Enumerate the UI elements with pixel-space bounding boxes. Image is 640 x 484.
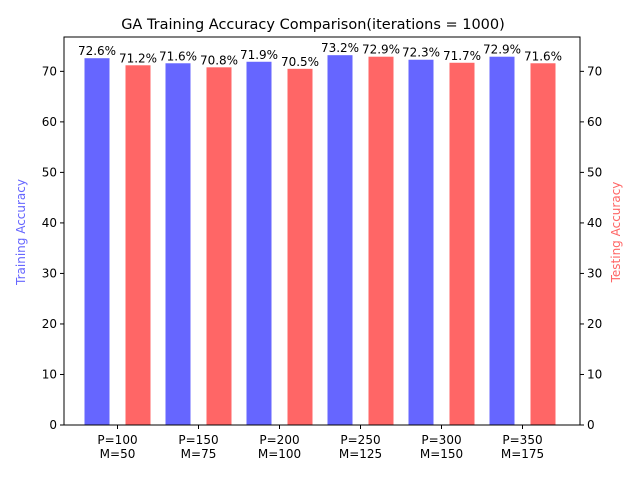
x-tick-label-3: P=250 M=125 <box>339 433 382 461</box>
training-bar-2 <box>246 61 272 425</box>
training-bar-4 <box>408 59 434 425</box>
testing-bar-2 <box>287 68 313 425</box>
testing-bar-4 <box>449 62 475 425</box>
y-tick-label-right-7: 70 <box>587 64 602 78</box>
y-axis-label-left: Training Accuracy <box>14 179 28 286</box>
plot-frame <box>63 36 581 426</box>
axes-layer: P=100 M=50 P=150 M=75 P=200 M=100 P=250 M=125 P=… <box>42 36 602 461</box>
testing-value-label-1: 70.8% <box>200 53 238 67</box>
training-bar-5 <box>489 56 515 425</box>
testing-value-label-3: 72.9% <box>362 43 400 57</box>
training-bar-1 <box>165 63 191 425</box>
y-tick-label-right-6: 60 <box>587 115 602 129</box>
y-tick-label-left-3: 30 <box>42 266 57 280</box>
training-bar-0 <box>84 58 110 425</box>
training-value-label-5: 72.9% <box>483 43 521 57</box>
y-tick-label-right-4: 40 <box>587 216 602 230</box>
y-tick-label-right-2: 20 <box>587 317 602 331</box>
training-value-label-3: 73.2% <box>321 41 359 55</box>
training-value-label-4: 72.3% <box>402 46 440 60</box>
chart-title: GA Training Accuracy Comparison(iteratio… <box>121 17 505 33</box>
y-tick-label-left-0: 0 <box>49 418 57 432</box>
training-bar-3 <box>327 55 353 425</box>
training-value-label-1: 71.6% <box>159 49 197 63</box>
training-value-label-2: 71.9% <box>240 48 278 62</box>
testing-value-label-4: 71.7% <box>443 49 481 63</box>
y-tick-label-left-5: 50 <box>42 165 57 179</box>
y-tick-label-left-2: 20 <box>42 317 57 331</box>
x-tick-label-0: P=100 M=50 <box>97 433 137 461</box>
x-tick-label-2: P=200 M=100 <box>258 433 301 461</box>
y-tick-label-right-1: 10 <box>587 367 602 381</box>
y-tick-label-left-7: 70 <box>42 64 57 78</box>
y-tick-label-left-1: 10 <box>42 367 57 381</box>
testing-value-label-0: 71.2% <box>119 51 157 65</box>
y-tick-label-left-4: 40 <box>42 216 57 230</box>
testing-value-label-5: 71.6% <box>524 49 562 63</box>
y-tick-label-right-3: 30 <box>587 266 602 280</box>
y-tick-label-left-6: 60 <box>42 115 57 129</box>
y-tick-label-right-0: 0 <box>587 418 595 432</box>
testing-bar-3 <box>368 56 394 425</box>
data-labels-layer: 72.6%71.2% 71.6% 70.8% 71.9%70.5%73.2% 72.9%… <box>78 41 562 69</box>
x-tick-label-4: P=300 M=150 <box>420 433 463 461</box>
testing-bar-0 <box>125 65 151 426</box>
y-axis-label-right: Testing Accuracy <box>609 182 623 284</box>
x-tick-label-5: P=350 M=175 <box>501 433 544 461</box>
bars-layer <box>84 55 556 426</box>
training-value-label-0: 72.6% <box>78 44 116 58</box>
y-tick-label-right-5: 50 <box>587 165 602 179</box>
testing-bar-1 <box>206 67 232 425</box>
testing-value-label-2: 70.5% <box>281 55 319 69</box>
testing-bar-5 <box>530 63 556 425</box>
x-tick-label-1: P=150 M=75 <box>178 433 218 461</box>
